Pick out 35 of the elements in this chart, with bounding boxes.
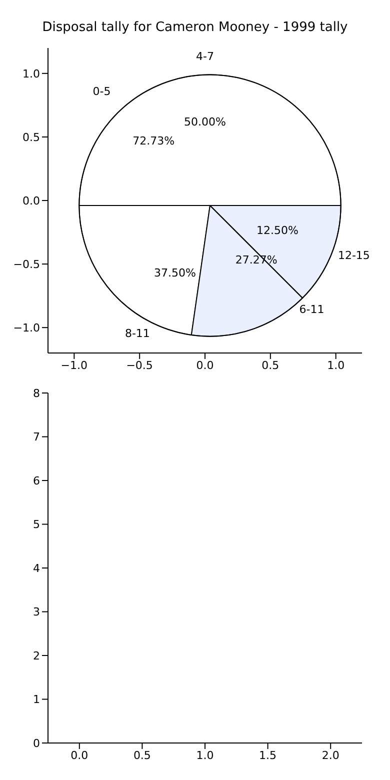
y-tick-label: 1 (33, 693, 40, 706)
chart-title: Disposal tally for Cameron Mooney - 1999 tally (41, 20, 349, 35)
x-tick-label: 0.5 (133, 748, 151, 762)
x-tick-label: 2.0 (322, 748, 340, 762)
pie-slice (78, 74, 342, 206)
x-tick-label: 0.5 (262, 358, 280, 372)
slice-label: 0-5 (92, 85, 111, 98)
y-tick-label: −1.0 (13, 321, 40, 334)
y-tick-label: 7 (33, 430, 40, 444)
x-tick-label: 1.5 (259, 748, 277, 762)
x-tick-label: 1.0 (196, 748, 214, 762)
data-label: 12.50% (256, 224, 298, 238)
data-label: 50.00% (184, 116, 226, 128)
y-tick-label: 0 (33, 736, 40, 750)
y-tick-label: 6 (33, 474, 40, 488)
x-tick-label: 0.0 (70, 748, 88, 762)
y-tick-label: 1.0 (22, 67, 40, 80)
slice-label: 8-11 (124, 326, 150, 340)
y-tick-label: 4 (33, 562, 40, 575)
y-tick-label: 8 (33, 386, 40, 400)
slice-label: 6-11 (299, 302, 324, 316)
x-tick-label: −0.5 (126, 358, 153, 372)
y-tick-label: 0.5 (22, 130, 40, 144)
slice-label: 12-15 (338, 249, 370, 262)
x-tick-label: 1.0 (327, 358, 345, 372)
slice-label: 4-7 (196, 50, 214, 64)
x-tick-label: 0.0 (196, 358, 214, 372)
y-tick-label: 5 (33, 518, 40, 532)
data-label: 37.50% (154, 266, 196, 280)
y-tick-label: 0.0 (22, 194, 40, 208)
y-tick-label: 2 (33, 649, 40, 662)
y-tick-label: −0.5 (13, 258, 40, 271)
x-tick-label: −1.0 (60, 358, 88, 372)
data-label: 72.73% (132, 134, 175, 148)
y-tick-label: 3 (33, 606, 40, 619)
